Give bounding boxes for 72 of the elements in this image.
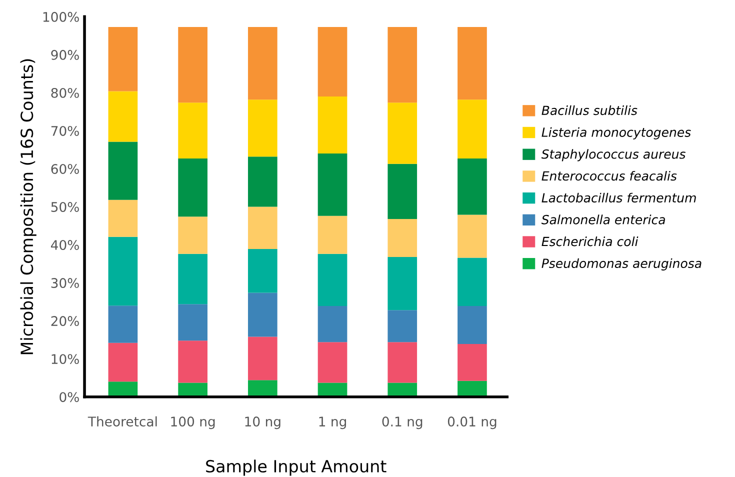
bar (178, 254, 208, 304)
bar (108, 236, 138, 306)
bar (388, 310, 418, 342)
bar (248, 248, 278, 293)
bar (458, 26, 487, 100)
x-tick-label: 1 ng (319, 416, 346, 430)
bar (108, 26, 138, 92)
x-tick-label: 100 ng (171, 416, 215, 430)
bar (388, 256, 418, 310)
x-tick-label: 0.01 ng (448, 416, 496, 430)
bar (388, 342, 418, 383)
bar (318, 96, 348, 154)
bar (108, 200, 138, 237)
legend-label: Pseudomonas aeruginosa (542, 258, 702, 270)
bar (248, 292, 278, 337)
y-tick-label: 10% (52, 354, 79, 364)
bar (108, 382, 138, 397)
bar (458, 158, 487, 215)
x-tick-label: Theoretcal (88, 416, 157, 427)
bar (178, 216, 208, 254)
bar (458, 258, 487, 306)
legend-label: Staphylococcus aureus (541, 149, 686, 162)
y-tick-label: 50% (51, 202, 79, 212)
bar (108, 342, 138, 382)
bar (318, 26, 348, 97)
bar (248, 206, 278, 249)
bar (248, 156, 278, 207)
bar (178, 102, 208, 158)
bar (318, 254, 348, 306)
y-tick-label: 0% (60, 392, 79, 402)
bar (108, 142, 138, 200)
bar (458, 380, 487, 397)
bar (318, 342, 348, 383)
bar (458, 306, 487, 344)
y-tick-label: 70% (51, 126, 79, 136)
bar (178, 340, 208, 383)
bar (388, 164, 418, 219)
x-tick-label: 10 ng (245, 416, 280, 430)
bar (178, 304, 208, 341)
bar (108, 91, 138, 142)
bar (388, 26, 418, 103)
legend-label: Enterococcus feacalis (542, 170, 677, 181)
legend-label: Listeria monocytogenes (542, 127, 691, 140)
bar (108, 306, 138, 343)
legend-label: Salmonella enterica (541, 214, 665, 224)
bar (458, 214, 487, 258)
legend-label: Escherichia coli (542, 236, 638, 246)
x-tick-label: 0.1 ng (382, 416, 422, 430)
bar (318, 306, 348, 342)
y-tick-label: 40% (50, 240, 79, 250)
bar (248, 100, 278, 157)
bar (178, 158, 208, 217)
y-tick-label: 90% (51, 50, 79, 60)
bar (248, 336, 278, 380)
bar (458, 344, 487, 381)
bar (248, 380, 278, 397)
legend-label: Lactobacillus fermentum (542, 192, 696, 203)
y-tick-label: 30% (51, 278, 79, 288)
x-axis-title: Sample Input Amount (206, 460, 386, 476)
bar (248, 26, 278, 100)
y-axis-title: Microbial Composition (16S Counts) (20, 59, 36, 354)
y-tick-label: 20% (51, 316, 79, 326)
bar (458, 100, 487, 158)
legend-label: Bacillus subtilis (542, 105, 638, 116)
y-tick-label: 60% (51, 164, 79, 174)
y-tick-label: 80% (51, 88, 79, 98)
y-tick-label: 100% (43, 12, 79, 22)
bar (388, 102, 418, 164)
bar (178, 26, 208, 103)
bar (318, 216, 348, 254)
bar (318, 154, 348, 216)
bar (388, 218, 418, 257)
